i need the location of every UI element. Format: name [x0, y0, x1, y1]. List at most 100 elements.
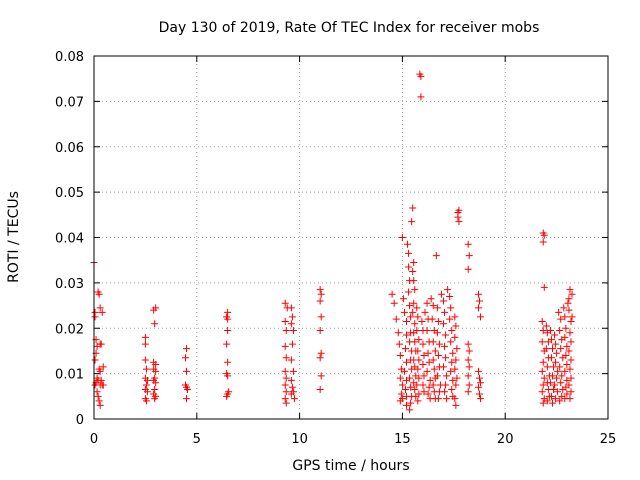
data-point [96, 367, 104, 375]
data-point [429, 302, 437, 310]
data-point [477, 379, 485, 387]
data-point [442, 354, 450, 362]
data-point [454, 213, 462, 221]
data-point [409, 268, 417, 276]
data-point [538, 367, 546, 375]
data-point [152, 304, 160, 312]
data-point [561, 333, 569, 341]
data-point [223, 340, 231, 348]
data-point [281, 367, 289, 375]
data-point [287, 320, 295, 328]
data-point [539, 238, 547, 246]
data-point [410, 299, 418, 307]
data-point [224, 327, 232, 335]
y-tick-label: 0.05 [55, 186, 84, 201]
data-point [142, 381, 150, 389]
data-point [441, 308, 449, 316]
data-point [543, 397, 551, 405]
data-point [474, 367, 482, 375]
data-point [451, 395, 459, 403]
data-point [288, 340, 296, 348]
data-point [444, 286, 452, 294]
grid [94, 56, 608, 419]
data-point [151, 386, 159, 394]
data-point [540, 231, 548, 239]
data-point [558, 372, 566, 380]
data-point [560, 304, 568, 312]
data-point [465, 363, 473, 371]
plot-frame [93, 55, 609, 420]
data-point [142, 365, 150, 373]
data-point [98, 308, 106, 316]
data-point [420, 388, 428, 396]
data-point [316, 386, 324, 394]
data-point [566, 365, 574, 373]
y-tick-label: 0 [76, 413, 84, 428]
x-tick-label: 5 [193, 432, 201, 447]
data-point [151, 395, 159, 403]
data-point [430, 365, 438, 373]
data-point [398, 234, 406, 241]
x-tick-label: 10 [291, 432, 308, 447]
data-point [448, 386, 456, 394]
data-point [419, 340, 427, 348]
y-tick-label: 0.07 [55, 95, 84, 110]
data-point [538, 317, 546, 325]
data-point [99, 363, 107, 371]
data-point [476, 297, 483, 305]
data-point [414, 313, 422, 321]
data-point [97, 340, 105, 348]
data-point [550, 363, 558, 371]
data-point [143, 388, 151, 396]
data-point [561, 367, 569, 375]
data-point [96, 304, 104, 312]
data-point [540, 283, 548, 291]
data-point [429, 356, 437, 364]
data-point [464, 388, 472, 396]
data-point [413, 304, 421, 312]
data-point [396, 397, 404, 405]
data-point [414, 347, 422, 355]
data-point [476, 374, 483, 382]
data-point [440, 320, 448, 328]
data-point [554, 388, 562, 396]
x-tick-label: 15 [394, 432, 411, 447]
data-point [152, 367, 160, 375]
data-point [141, 356, 149, 364]
data-point [557, 345, 565, 353]
x-tick-label: 25 [600, 432, 617, 447]
data-point [399, 295, 407, 303]
data-point [447, 304, 455, 312]
data-point [452, 401, 460, 409]
data-point [405, 263, 413, 271]
data-point [406, 406, 414, 414]
data-point [561, 313, 569, 321]
data-point [396, 374, 404, 382]
y-tick-label: 0.06 [55, 141, 84, 156]
data-point [288, 313, 296, 321]
data-point [446, 292, 454, 300]
data-point [546, 327, 554, 335]
data-point [281, 381, 289, 389]
x-axis-label: GPS time / hours [292, 458, 409, 474]
data-point [281, 342, 289, 350]
data-point [425, 383, 433, 391]
data-point [550, 386, 558, 394]
data-point [183, 395, 191, 403]
data-point [424, 349, 432, 357]
data-point [547, 392, 555, 400]
data-point [556, 397, 564, 405]
data-point [316, 327, 324, 335]
data-point [567, 317, 575, 325]
data-point [552, 340, 560, 348]
data-point [287, 356, 295, 364]
data-point [421, 308, 429, 316]
data-point [562, 351, 570, 359]
data-point [405, 249, 413, 257]
data-point [317, 313, 325, 321]
data-point [282, 327, 290, 335]
data-point [553, 374, 561, 382]
data-point [418, 317, 426, 325]
data-point [413, 381, 421, 389]
